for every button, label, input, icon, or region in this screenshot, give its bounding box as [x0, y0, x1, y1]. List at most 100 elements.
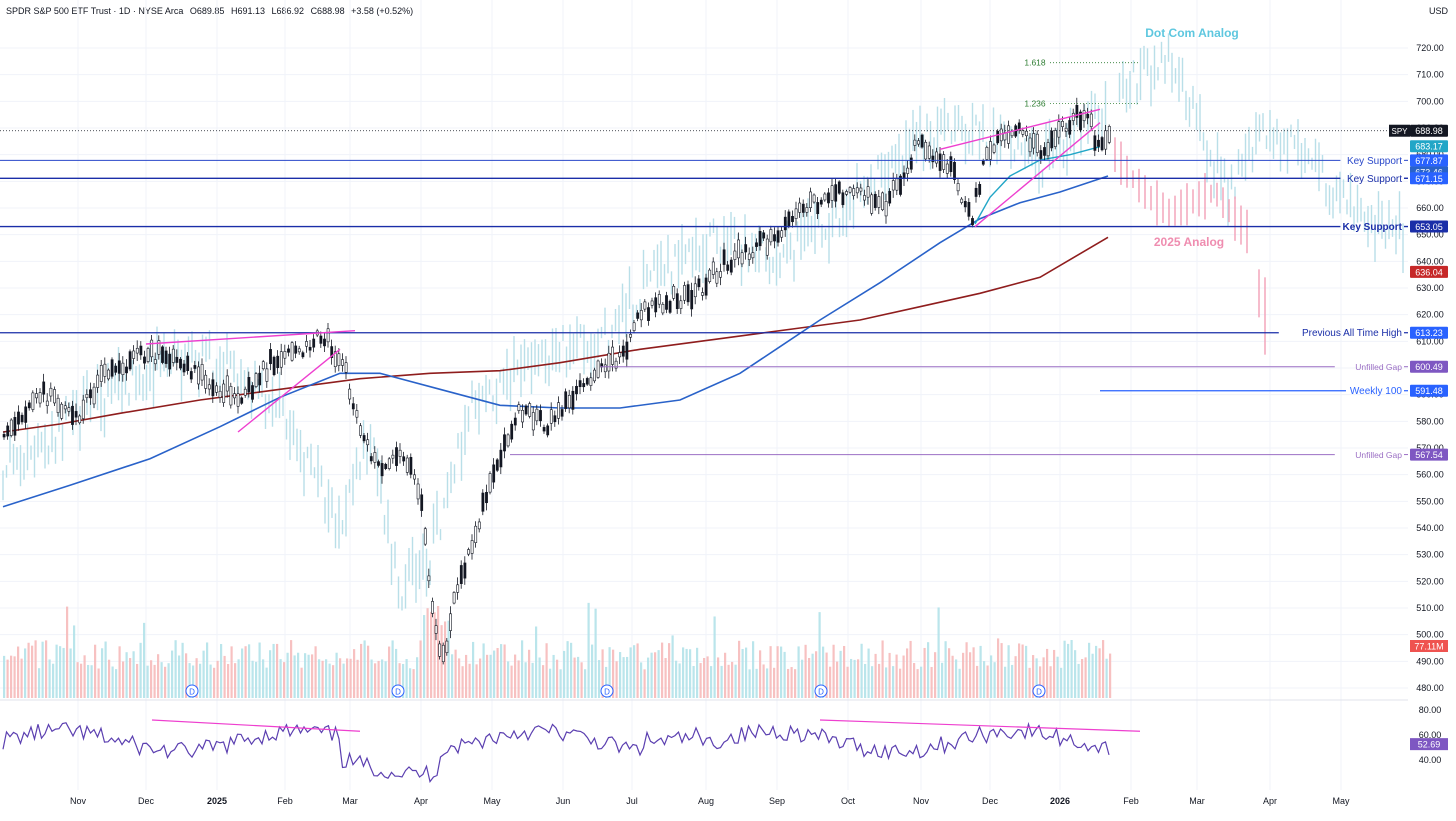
candle-body	[535, 408, 539, 422]
level-label: Weekly 100	[1350, 386, 1403, 397]
volume-bar	[867, 648, 870, 698]
price-tick-label: 660.00	[1416, 203, 1444, 213]
volume-bar	[612, 649, 615, 698]
candle-body	[618, 352, 622, 358]
indicator-tag-box	[1410, 140, 1448, 153]
dividend-label: D	[1036, 688, 1042, 697]
candle-body	[452, 592, 456, 604]
candle-body	[499, 449, 503, 468]
level-label: Unfilled Gap	[1355, 362, 1402, 372]
volume-bar	[1021, 644, 1024, 698]
volume-bar	[909, 640, 912, 698]
candle-body	[17, 411, 20, 425]
candle-body	[708, 269, 712, 282]
price-tick-label: 720.00	[1416, 43, 1444, 53]
candle-body	[769, 229, 773, 243]
candle-body	[56, 397, 60, 413]
candle-body	[416, 483, 420, 500]
candle-body	[603, 364, 607, 373]
volume-bar	[755, 668, 758, 698]
ohlc-open: O689.85	[189, 6, 225, 16]
dividend-marker	[1032, 684, 1046, 698]
volume-bar	[388, 646, 391, 698]
candle-body	[931, 155, 935, 163]
volume-bar	[1098, 648, 1101, 698]
volume-bar	[682, 647, 685, 698]
price-tick-label: 650.00	[1416, 230, 1444, 240]
volume-bar	[727, 664, 730, 698]
volume-bar	[104, 641, 107, 698]
candle-body	[557, 402, 560, 419]
candle-body	[1093, 135, 1097, 151]
indicator-tag-box	[1410, 265, 1448, 278]
volume-bar	[507, 661, 510, 698]
volume-bar	[902, 655, 905, 698]
candle-body	[823, 193, 827, 201]
candle-body	[290, 342, 294, 361]
candle-body	[942, 154, 946, 170]
volume-bar	[664, 658, 667, 698]
candle-body	[841, 192, 845, 206]
volume-bar	[153, 664, 156, 698]
volume-bar	[13, 656, 16, 698]
candle-body	[1100, 137, 1104, 151]
candle-body	[1039, 150, 1043, 159]
candle-body	[27, 402, 31, 409]
volume-bar	[297, 652, 300, 698]
candle-body	[963, 201, 967, 208]
candle-body	[247, 377, 251, 393]
candle-body	[362, 435, 366, 442]
volume-bar	[734, 664, 737, 698]
level-key-support: Key Support	[0, 174, 1408, 185]
volume-bar	[136, 663, 139, 698]
candle-body	[927, 145, 931, 159]
volume-bar	[832, 644, 835, 698]
level-unfilled-gap: Unfilled Gap	[510, 450, 1408, 460]
volume-bar	[41, 641, 44, 698]
candle-body	[1025, 130, 1028, 137]
volume-bar	[94, 644, 97, 698]
candle-body	[121, 362, 125, 376]
volume-bar	[139, 642, 142, 698]
volume-bar	[1091, 653, 1094, 698]
volume-bar	[1042, 657, 1045, 698]
candle-body	[107, 369, 110, 380]
volume-bar	[416, 657, 419, 698]
volume-bar	[538, 657, 541, 698]
candle-body	[780, 230, 784, 238]
candle-body	[333, 351, 337, 367]
volume-bar	[234, 663, 237, 698]
volume-bar	[619, 652, 622, 698]
candle-body	[373, 452, 377, 463]
candles	[2, 97, 1111, 665]
volume-bar	[465, 654, 468, 698]
candle-body	[866, 186, 870, 198]
candle-body	[326, 328, 330, 343]
volume-bar	[762, 664, 765, 698]
candle-body	[517, 404, 521, 411]
candle-body	[1089, 113, 1093, 127]
volume-bar	[202, 650, 205, 698]
price-change: +3.58 (+0.52%)	[351, 6, 414, 16]
candle-body	[1086, 113, 1090, 119]
time-tick-label: Mar	[1189, 796, 1205, 806]
volume-bar	[559, 669, 562, 698]
volume-bar	[430, 611, 433, 698]
candle-body	[765, 238, 769, 256]
candle-body	[567, 394, 571, 409]
volume-bar	[871, 666, 874, 698]
candle-body	[146, 348, 150, 362]
price-tick-label: 520.00	[1416, 576, 1444, 586]
volume-bar	[927, 642, 930, 698]
volume-bar	[447, 620, 450, 698]
candle-body	[301, 352, 305, 358]
volume-bar	[1077, 663, 1080, 698]
volume-bar	[752, 641, 755, 698]
volume-bar	[426, 608, 429, 698]
candle-body	[470, 540, 474, 554]
volume-bar	[510, 665, 513, 698]
dividend-marker	[185, 684, 199, 698]
volume-bar	[1004, 666, 1007, 698]
volume-bar	[367, 645, 370, 698]
